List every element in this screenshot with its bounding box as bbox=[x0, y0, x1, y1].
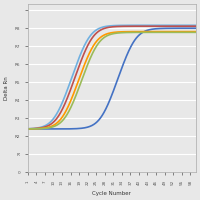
Y-axis label: Delta Rn: Delta Rn bbox=[4, 76, 9, 100]
X-axis label: Cycle Number: Cycle Number bbox=[92, 191, 131, 196]
